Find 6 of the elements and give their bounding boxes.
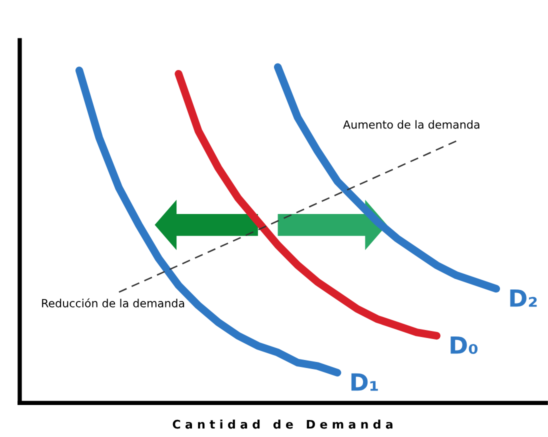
annotation: Aumento de la demanda bbox=[343, 120, 480, 129]
annotation: Reducción de la demanda bbox=[42, 298, 184, 308]
x-axis-title: C a n t i d a d d e D e m a n d a bbox=[172, 420, 392, 429]
series-label: D₁ bbox=[351, 373, 378, 391]
series-label: D₀ bbox=[450, 336, 478, 354]
series-label: D₂ bbox=[510, 289, 537, 307]
